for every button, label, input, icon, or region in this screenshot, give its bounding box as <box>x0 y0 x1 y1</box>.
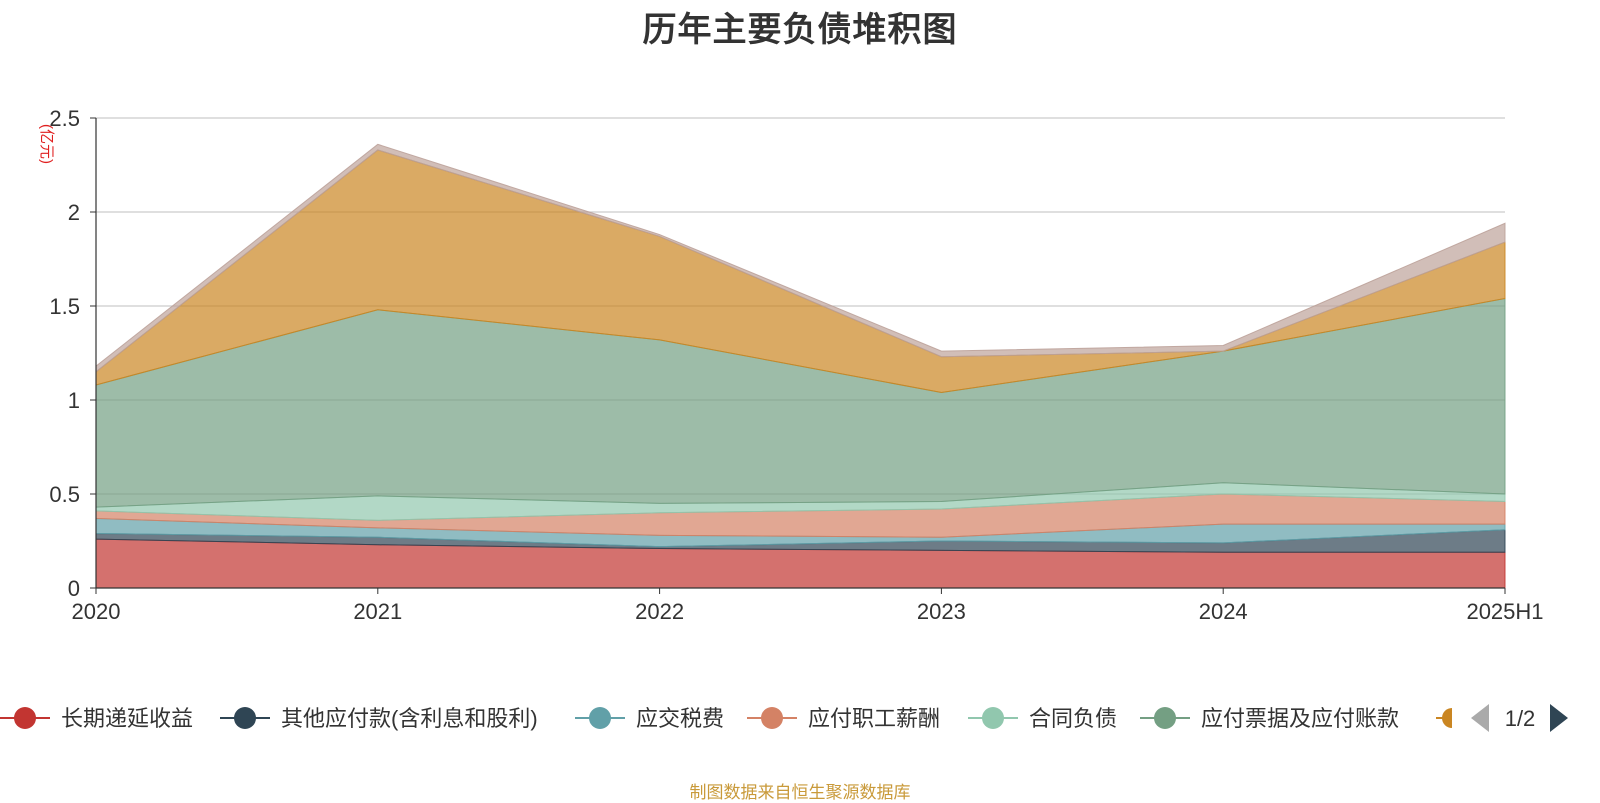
area-series-7 <box>95 143 1506 373</box>
data-source-note: 制图数据来自恒生聚源数据库 <box>689 783 911 802</box>
chart-title: 历年主要负债堆积图 <box>642 11 958 49</box>
y-tick-label: 0 <box>68 576 80 601</box>
legend-marker-icon <box>14 707 36 729</box>
legend-marker-icon <box>234 707 256 729</box>
legend-label: 长期递延收益 <box>61 706 193 731</box>
legend-item[interactable]: 其他应付款(含利息和股利) <box>220 706 538 731</box>
x-tick-label: 2025H1 <box>1466 599 1543 624</box>
legend-item[interactable]: 应付职工薪酬 <box>747 706 940 731</box>
legend: 长期递延收益 其他应付款(含利息和股利) 应交税费 应付职工薪酬 合同负债 应付票据及应付… <box>0 704 1568 732</box>
legend-marker-icon <box>1442 708 1452 728</box>
y-axis-unit-label: (亿元) <box>38 124 55 164</box>
y-tick-label: 1.5 <box>49 294 80 319</box>
y-tick-label: 1 <box>68 388 80 413</box>
legend-label: 其他应付款(含利息和股利) <box>281 706 538 731</box>
axes: 0 0.5 1 1.5 2 2.5 2020 2021 2022 2023 2024 2025H1 (亿… <box>38 106 1544 624</box>
x-tick-label: 2024 <box>1199 599 1248 624</box>
next-page-icon[interactable] <box>1550 704 1568 732</box>
x-tick-label: 2023 <box>917 599 966 624</box>
x-tick-label: 2020 <box>72 599 121 624</box>
stacked-areas <box>95 143 1506 589</box>
y-tick-label: 0.5 <box>49 482 80 507</box>
legend-marker-icon <box>761 707 783 729</box>
legend-item[interactable]: 合同负债 <box>968 706 1117 731</box>
legend-item[interactable]: 应交税费 <box>575 706 724 731</box>
legend-label: 合同负债 <box>1029 706 1117 731</box>
x-tick-label: 2021 <box>353 599 402 624</box>
legend-item[interactable]: 长期递延收益 <box>0 706 193 731</box>
legend-label: 应付票据及应付账款 <box>1201 706 1399 731</box>
y-tick-label: 2 <box>68 200 80 225</box>
legend-page-indicator: 1/2 <box>1505 706 1536 731</box>
legend-label: 应付职工薪酬 <box>808 706 940 731</box>
legend-marker-icon <box>982 707 1004 729</box>
legend-marker-icon <box>589 707 611 729</box>
prev-page-icon[interactable] <box>1471 704 1489 732</box>
x-tick-label: 2022 <box>635 599 684 624</box>
legend-marker-icon <box>1154 707 1176 729</box>
legend-item[interactable]: 应付票据及应付账款 <box>1140 706 1399 731</box>
y-tick-label: 2.5 <box>49 106 80 131</box>
legend-label: 应交税费 <box>636 706 724 731</box>
